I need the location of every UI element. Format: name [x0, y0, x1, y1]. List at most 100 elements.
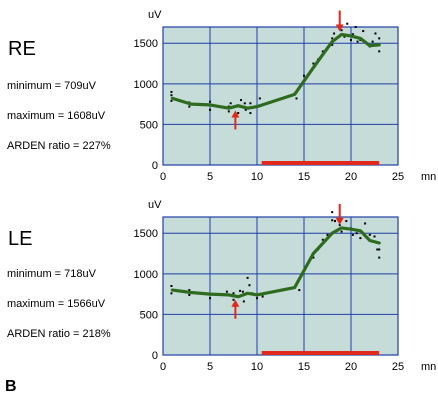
data-point — [340, 230, 343, 233]
data-point — [321, 50, 324, 53]
eye-label: LE — [8, 228, 33, 250]
data-point — [378, 37, 381, 40]
data-point — [334, 220, 337, 223]
data-point — [225, 290, 228, 293]
data-point — [170, 99, 173, 102]
data-point — [239, 289, 242, 292]
data-point — [374, 32, 377, 35]
x-tick-label: 10 — [251, 171, 263, 183]
x-tick-label: 20 — [345, 171, 357, 183]
x-tick-label: 0 — [160, 361, 166, 373]
plot-area — [162, 216, 399, 356]
minimum-text: minimum = 718uV — [7, 268, 96, 280]
data-point — [240, 99, 243, 102]
data-point — [355, 232, 358, 235]
y-tick-label: 1000 — [134, 269, 158, 281]
data-point — [331, 37, 334, 40]
data-point — [359, 237, 362, 240]
data-point — [261, 295, 264, 298]
data-point — [362, 30, 365, 33]
data-point — [188, 105, 191, 108]
data-point — [244, 108, 247, 111]
data-point — [312, 256, 315, 259]
data-point — [256, 297, 258, 300]
y-tick-label: 500 — [140, 309, 158, 321]
re-panel: RE minimum = 709uV maximum = 1608uV ARDE… — [0, 0, 438, 190]
data-point — [343, 35, 346, 38]
data-point — [170, 94, 173, 97]
le-panel: LE minimum = 718uV maximum = 1566uV ARDE… — [0, 190, 438, 380]
data-point — [345, 220, 348, 223]
series-line — [170, 32, 381, 110]
data-point — [170, 292, 173, 295]
y-axis-label: uV — [148, 9, 162, 21]
y-tick-label: 1500 — [134, 38, 158, 50]
data-point — [209, 297, 211, 300]
x-axis-label: mn — [421, 361, 436, 373]
y-tick-label: 500 — [140, 119, 158, 131]
data-point — [249, 112, 252, 115]
data-point — [243, 102, 246, 105]
data-point — [232, 292, 235, 295]
x-axis-label: mn — [421, 171, 436, 183]
data-point — [241, 290, 244, 293]
data-point — [351, 33, 354, 36]
re-eog-chart: 0 500 1000 1500 0 5 10 15 20 25 uV mn — [134, 9, 437, 183]
data-point — [350, 38, 352, 41]
data-point — [229, 102, 232, 105]
data-point — [209, 100, 211, 103]
y-tick-label: 1000 — [134, 79, 158, 91]
light-phase-bar — [261, 161, 380, 165]
data-point — [351, 233, 354, 236]
y-tick-label: 0 — [152, 350, 158, 362]
minimum-arrow-head — [231, 299, 240, 307]
data-point — [237, 112, 240, 115]
data-point — [248, 284, 251, 287]
data-point — [376, 248, 379, 251]
data-point — [373, 235, 376, 238]
data-point — [331, 219, 334, 222]
data-point — [378, 256, 381, 259]
data-point — [188, 293, 191, 296]
data-point — [338, 224, 341, 227]
data-point — [368, 233, 371, 236]
data-point — [331, 211, 334, 214]
data-point — [378, 50, 381, 53]
data-point — [295, 97, 298, 100]
data-point — [326, 233, 329, 236]
x-tick-label: 20 — [345, 361, 357, 373]
arden-ratio-text: ARDEN ratio = 227% — [7, 140, 111, 152]
maximum-text: maximum = 1608uV — [7, 110, 106, 122]
data-point — [209, 108, 211, 111]
data-point — [170, 285, 173, 287]
data-point — [188, 289, 191, 292]
light-phase-bar — [261, 351, 380, 355]
maximum-arrow-head — [335, 24, 344, 32]
x-tick-label: 0 — [160, 171, 166, 183]
data-point — [249, 102, 252, 105]
x-tick-label: 25 — [392, 171, 404, 183]
data-point — [354, 26, 357, 28]
data-point — [303, 74, 305, 77]
plot-area — [162, 26, 399, 166]
data-point — [246, 276, 249, 279]
data-point — [298, 289, 301, 292]
le-eog-chart: 0 500 1000 1500 0 5 10 15 20 25 uV mn — [134, 199, 437, 373]
x-tick-label: 5 — [207, 171, 213, 183]
arden-ratio-text: ARDEN ratio = 218% — [7, 328, 111, 340]
y-tick-label: 0 — [152, 160, 158, 172]
data-point — [312, 62, 315, 65]
data-point — [371, 40, 374, 43]
data-point — [340, 29, 343, 32]
eye-label: RE — [8, 38, 36, 60]
minimum-arrow-head — [231, 110, 240, 118]
data-point — [232, 298, 235, 301]
maximum-arrow-head — [335, 217, 344, 225]
data-point — [356, 40, 359, 43]
data-point — [331, 43, 334, 46]
y-axis-label: uV — [148, 199, 162, 211]
minimum-text: minimum = 709uV — [7, 80, 96, 92]
data-point — [242, 300, 245, 303]
figure-label: B — [5, 378, 17, 395]
y-tick-label: 1500 — [134, 228, 158, 240]
